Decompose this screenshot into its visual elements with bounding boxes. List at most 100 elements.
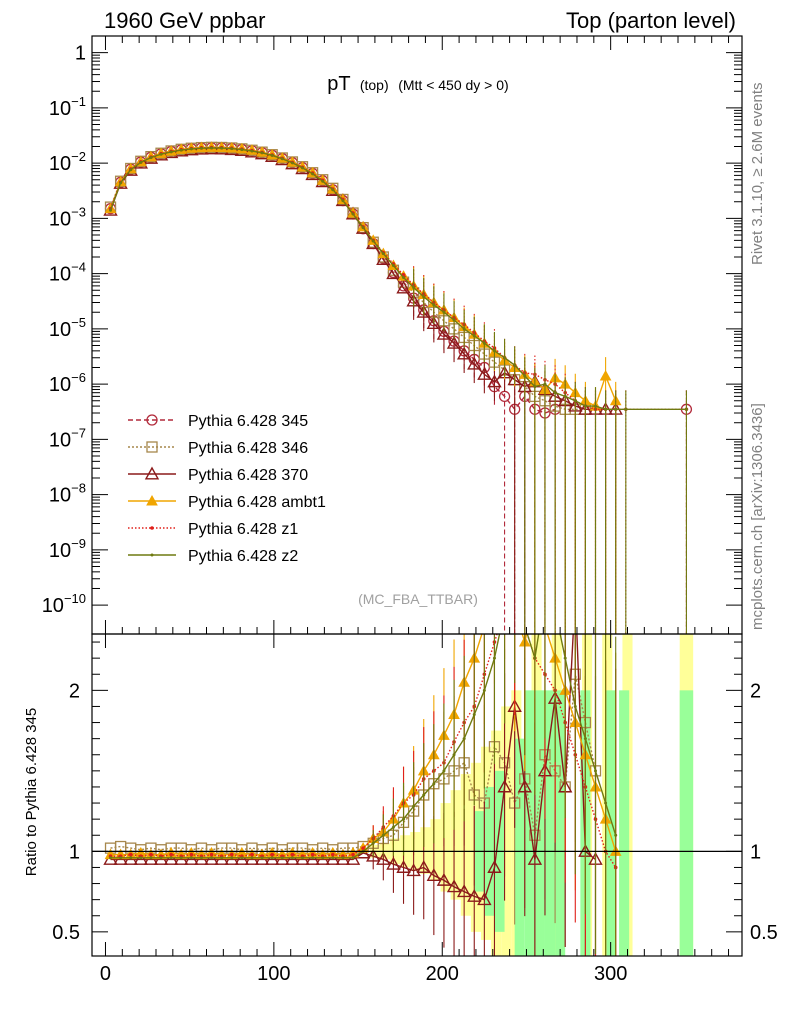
x-tick-label: 300 <box>594 963 627 985</box>
ratio-point-z2 <box>341 856 345 860</box>
point-z2 <box>169 150 173 154</box>
ratio-point-z2 <box>472 713 476 716</box>
point-z2 <box>381 252 385 256</box>
axes-group: 0 100 200 300 1 10−1 10−2 10−3 10−4 10−5 10−6 10−7 1… <box>42 36 778 985</box>
ratio-point-z2 <box>260 856 264 860</box>
uncertainty-band-8 <box>450 790 461 900</box>
ratio-point-z2 <box>210 856 214 860</box>
legend-marker <box>146 414 158 426</box>
point-z2 <box>189 147 193 151</box>
ratio-point-s370 <box>305 851 320 865</box>
point-z2 <box>371 239 375 243</box>
point-s370 <box>396 280 411 294</box>
ratio-point-s370 <box>204 851 219 865</box>
y-tick-label-main: 10−2 <box>49 149 86 175</box>
uncertainty-band-28 <box>555 690 566 956</box>
legend-item-s345: Pythia 6.428 345 <box>128 413 308 430</box>
uncertainty-band-31 <box>619 690 630 956</box>
ratio-point-s370 <box>184 851 199 865</box>
point-z2 <box>149 156 153 160</box>
point-s370 <box>436 326 452 340</box>
legend-label: Pythia 6.428 z1 <box>188 521 298 538</box>
point-s370 <box>376 252 391 266</box>
legend-label: Pythia 6.428 ambt1 <box>188 494 326 511</box>
ratio-point-s370 <box>477 892 492 906</box>
y-tick-label-main: 10−8 <box>49 481 86 507</box>
point-z2 <box>533 385 537 389</box>
legend-marker <box>150 526 154 530</box>
plot-title: pT (top) (Mtt < 450 dy > 0) <box>327 73 508 95</box>
ratio-point-z2 <box>482 688 486 692</box>
ratio-point-s370 <box>517 779 532 793</box>
legend-item-z1: Pythia 6.428 z1 <box>128 521 298 538</box>
point-z2 <box>432 303 436 307</box>
point-z2 <box>503 356 507 360</box>
ratio-point-z2 <box>199 856 203 860</box>
ratio-point-z1 <box>149 852 153 857</box>
ratio-point-z2 <box>321 856 325 860</box>
x-tick-label: 100 <box>257 963 290 985</box>
ratio-point-z2 <box>381 833 385 837</box>
ratio-point-z1 <box>250 852 254 857</box>
point-z2 <box>412 286 416 290</box>
ratio-point-s370 <box>406 863 421 877</box>
point-z2 <box>230 147 234 151</box>
ratio-point-z1 <box>128 852 133 857</box>
ratio-point-s370 <box>285 851 300 865</box>
uncertainty-band-24 <box>514 738 525 956</box>
y-tick-label-main: 10−7 <box>49 425 86 451</box>
point-z2 <box>614 407 618 411</box>
point-z2 <box>482 341 486 345</box>
point-z2 <box>290 161 294 165</box>
ratio-point-s370 <box>133 851 149 865</box>
y-tick-label-main: 10−5 <box>49 315 86 341</box>
point-z2 <box>604 407 608 411</box>
point-z2 <box>321 179 325 183</box>
ratio-point-z1 <box>209 852 214 857</box>
y-tick-label-ratio: 2 <box>69 680 80 702</box>
uncertainty-band-32 <box>679 690 694 956</box>
y-tick-label-main: 10−6 <box>49 370 86 396</box>
header-left: 1960 GeV ppbar <box>104 8 265 33</box>
ratio-point-s370 <box>345 851 361 865</box>
y-tick-label-ratio-right: 1 <box>750 841 761 863</box>
legend-item-ambt1: Pythia 6.428 ambt1 <box>128 494 326 511</box>
ratio-point-s370 <box>234 851 250 865</box>
ratio-point-z1 <box>169 852 173 857</box>
ratio-y-axis-label: Ratio to Pythia 6.428 345 <box>23 708 40 876</box>
point-z2 <box>583 404 587 408</box>
legend-label: Pythia 6.428 346 <box>188 440 308 457</box>
legend-marker <box>146 441 158 453</box>
point-z2 <box>250 149 254 153</box>
ratio-point-z2 <box>442 769 446 773</box>
ratio-point-z2 <box>290 856 294 860</box>
ratio-point-s370 <box>497 779 512 793</box>
x-tick-label: 0 <box>100 963 111 985</box>
ratio-point-z2 <box>119 856 123 860</box>
series-ambt1 <box>104 141 622 634</box>
ratio-point-z2 <box>169 856 173 860</box>
ratio-point-z2 <box>432 782 436 786</box>
ratio-point-s370 <box>436 872 452 886</box>
ratio-point-z2 <box>250 856 254 860</box>
header-right: Top (parton level) <box>566 8 736 33</box>
point-z2 <box>351 212 355 216</box>
point-z2 <box>361 226 365 230</box>
point-z2 <box>240 148 244 152</box>
point-z2 <box>159 152 163 156</box>
y-tick-label-ratio: 1 <box>69 841 80 863</box>
point-s370 <box>386 266 401 280</box>
legend-item-s370: Pythia 6.428 370 <box>128 466 308 484</box>
ratio-point-z1 <box>229 852 234 857</box>
ratio-series-group <box>103 634 622 956</box>
point-z2 <box>311 172 315 176</box>
ratio-point-z2 <box>422 793 426 797</box>
ratio-point-z2 <box>139 856 143 860</box>
ratio-point-z2 <box>220 856 224 860</box>
point-z2 <box>210 146 214 150</box>
watermark-label: (MC_FBA_TTBAR) <box>358 591 478 607</box>
y-tick-label-main: 10−1 <box>49 94 86 120</box>
ratio-point-s370 <box>527 851 543 865</box>
point-z2 <box>260 151 264 155</box>
